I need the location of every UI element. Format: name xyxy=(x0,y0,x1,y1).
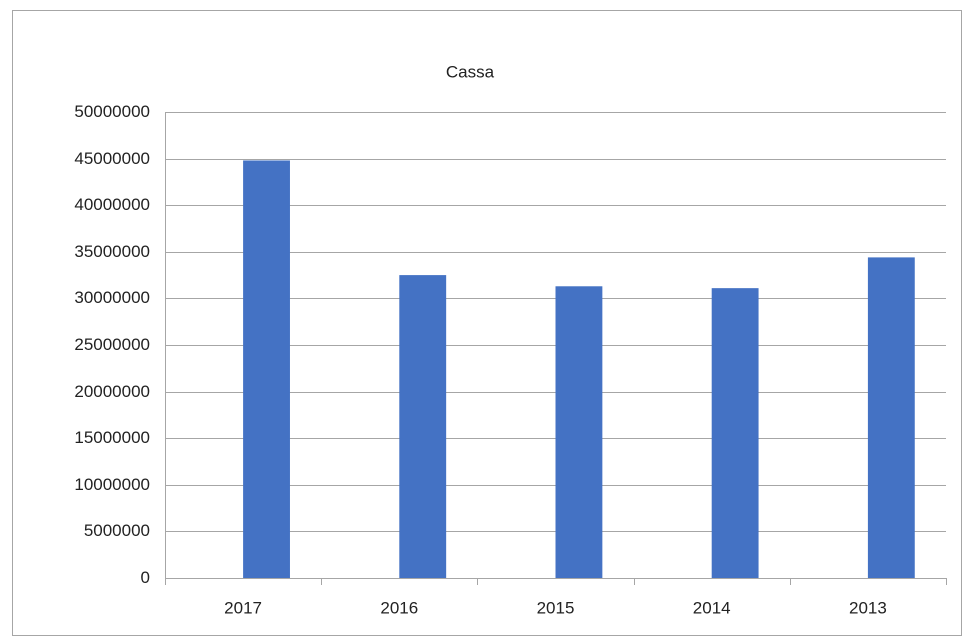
bar xyxy=(243,160,290,579)
bar xyxy=(399,275,447,578)
y-tick-label: 35000000 xyxy=(74,242,150,261)
x-tick-label: 2015 xyxy=(537,598,575,617)
y-tick-label: 50000000 xyxy=(74,102,150,121)
y-tick-label: 45000000 xyxy=(74,149,150,168)
y-tick-label: 10000000 xyxy=(74,475,150,494)
bar xyxy=(555,286,603,578)
x-tick-label: 2014 xyxy=(693,598,731,617)
chart-title: Cassa xyxy=(446,62,495,81)
x-tick-label: 2013 xyxy=(849,598,887,617)
x-tick-label: 2017 xyxy=(224,598,262,617)
y-tick-label: 15000000 xyxy=(74,428,150,447)
y-tick-label: 30000000 xyxy=(74,288,150,307)
y-tick-label: 5000000 xyxy=(84,521,150,540)
x-tick-label: 2016 xyxy=(380,598,418,617)
bar xyxy=(867,257,915,578)
bar xyxy=(711,288,759,578)
y-tick-label: 25000000 xyxy=(74,335,150,354)
y-tick-label: 20000000 xyxy=(74,382,150,401)
y-tick-label: 0 xyxy=(141,568,150,587)
y-tick-label: 40000000 xyxy=(74,195,150,214)
chart-frame xyxy=(12,10,962,636)
